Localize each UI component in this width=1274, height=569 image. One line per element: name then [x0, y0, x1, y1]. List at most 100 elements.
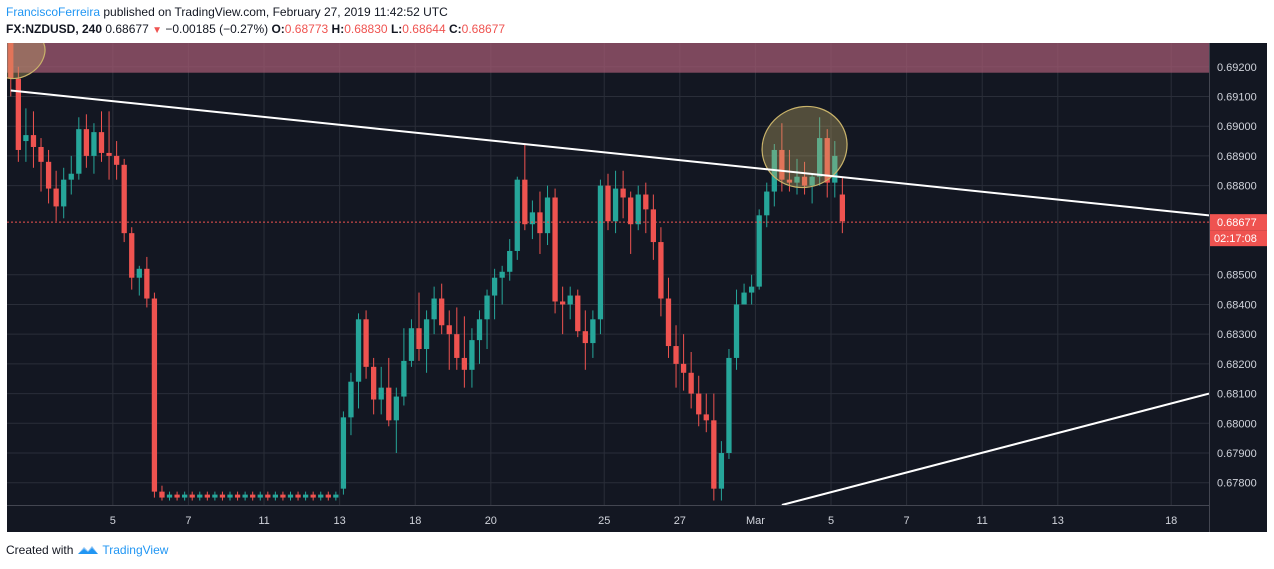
candle-body — [673, 346, 679, 364]
candle-body — [643, 194, 649, 210]
candle-body — [703, 414, 709, 421]
candle-body — [832, 155, 838, 183]
highlight-ellipse — [7, 43, 46, 80]
y-tick-label: 0.68100 — [1217, 389, 1257, 401]
symbol-label: FX:NZDUSD, 240 — [6, 22, 103, 36]
author-link[interactable]: FranciscoFerreira — [6, 5, 101, 19]
x-tick-label: 20 — [485, 515, 497, 527]
candle-body — [250, 494, 256, 498]
candle-body — [748, 286, 755, 293]
candle-body — [575, 295, 581, 332]
candle-body — [688, 372, 694, 394]
down-arrow-icon: ▼ — [152, 25, 163, 36]
y-tick-label: 0.69200 — [1217, 62, 1257, 74]
candle-body — [476, 319, 483, 341]
candle-body — [446, 325, 452, 335]
y-tick-label: 0.67900 — [1217, 448, 1257, 460]
candle-body — [310, 494, 316, 498]
candle-body — [121, 164, 127, 234]
candle-body — [98, 132, 105, 153]
candle-body — [23, 135, 29, 142]
candle-body — [151, 298, 158, 492]
candle-body — [552, 197, 558, 302]
candle-body — [658, 242, 664, 299]
publish-info: FranciscoFerreira published on TradingVi… — [6, 5, 448, 19]
published-text: published on TradingView.com, February 2… — [103, 5, 448, 19]
candle-body — [68, 173, 74, 180]
countdown-label: 02:17:08 — [1214, 233, 1257, 245]
candle-body — [166, 494, 173, 498]
candle-body — [590, 319, 596, 344]
y-tick-label: 0.68000 — [1217, 418, 1257, 430]
x-tick-label: 27 — [674, 515, 686, 527]
candle-body — [696, 393, 702, 415]
y-tick-label: 0.67800 — [1217, 478, 1257, 490]
x-tick-label: 5 — [828, 515, 834, 527]
candle-body — [76, 129, 82, 174]
candle-body — [711, 420, 717, 489]
candle-body — [597, 185, 604, 320]
candle-body — [718, 453, 725, 489]
candle-body — [665, 298, 672, 347]
candle-body — [612, 188, 619, 222]
candle-body — [567, 295, 573, 305]
candle-body — [741, 292, 747, 305]
candle-body — [212, 494, 218, 498]
candle-body — [401, 360, 407, 397]
x-tick-label: Mar — [746, 515, 765, 527]
candle-body — [423, 319, 430, 350]
candle-body — [280, 494, 286, 498]
created-with-label: Created with — [6, 543, 74, 557]
ohlc-legend: FX:NZDUSD, 240 0.68677 ▼ −0.00185 (−0.27… — [6, 22, 505, 36]
candle-body — [499, 271, 505, 278]
candle-body — [113, 155, 120, 165]
candle-body — [348, 381, 354, 418]
tradingview-brand[interactable]: TradingView — [102, 543, 169, 557]
change-value: −0.00185 (−0.27%) — [165, 22, 269, 36]
x-tick-label: 13 — [334, 515, 346, 527]
candle-body — [340, 417, 347, 489]
x-tick-label: 18 — [1165, 515, 1177, 527]
candle-body — [650, 209, 657, 243]
candle-body — [514, 179, 520, 251]
candle-body — [680, 363, 687, 373]
candle-body — [559, 301, 566, 305]
highlight-ellipse — [761, 105, 848, 189]
plot-background — [7, 43, 1209, 505]
open-value: 0.68773 — [284, 22, 329, 36]
candle-body — [386, 387, 392, 421]
price-axis-background — [1209, 43, 1267, 532]
last-price: 0.68677 — [105, 22, 149, 36]
x-tick-label: 13 — [1052, 515, 1064, 527]
candle-body — [733, 304, 740, 358]
y-tick-label: 0.68400 — [1217, 299, 1257, 311]
candle-body — [219, 494, 226, 498]
candle-body — [174, 494, 180, 498]
candle-body — [839, 194, 845, 222]
candle-body — [469, 340, 475, 370]
footer: Created with TradingView — [6, 543, 168, 557]
candle-body — [824, 138, 830, 183]
trendline-ascending — [781, 392, 1209, 505]
candle-body — [30, 135, 37, 147]
candle-body — [620, 188, 626, 198]
candle-body — [393, 396, 399, 421]
candle-body — [416, 328, 422, 350]
tradingview-logo-icon — [78, 546, 99, 554]
candle-body — [136, 268, 142, 278]
candle-body — [318, 494, 324, 498]
candle-body — [38, 146, 44, 162]
high-value: 0.68830 — [344, 22, 388, 36]
x-tick-label: 7 — [904, 515, 910, 527]
x-tick-label: 11 — [258, 515, 269, 527]
candle-body — [544, 197, 551, 234]
candle-body — [204, 494, 210, 498]
candle-body — [726, 357, 732, 454]
candle-body — [522, 179, 528, 225]
time-axis-background — [7, 505, 1209, 532]
y-tick-label: 0.69000 — [1217, 121, 1257, 133]
candle-body — [378, 387, 384, 400]
close-value: 0.68677 — [461, 22, 506, 36]
candle-body — [371, 366, 377, 400]
